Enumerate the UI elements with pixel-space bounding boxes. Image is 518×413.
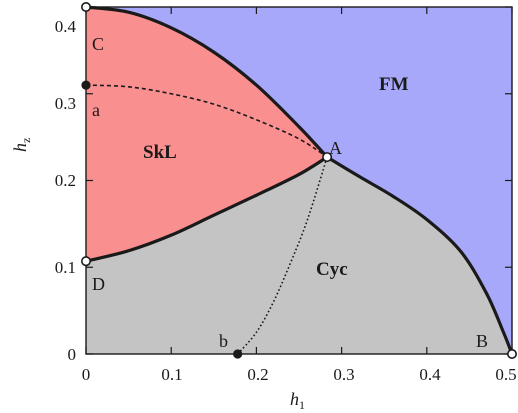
x-axis-title: h1 [290,389,305,412]
marker-point-c [81,2,92,12]
x-tick-label: 0.4 [419,365,441,384]
boundary-a-b [326,155,514,355]
point-label-a-upper: A [329,138,342,158]
y-axis-title: hz [10,138,33,152]
marker-point-a [322,152,333,163]
x-tick-label: 0.3 [333,365,354,384]
y-tick-label: 0.1 [55,258,76,277]
y-tick-label: 0 [68,345,77,364]
x-axis-ticks [85,7,513,354]
x-tick-label: 0 [82,365,91,384]
point-label-a-lower: a [92,100,100,120]
marker-point-b-upper [506,348,517,359]
x-axis-title-sub: 1 [299,398,305,412]
y-tick-label: 0.2 [55,171,76,190]
boundary-d-a [85,155,328,263]
cyc-region [86,157,512,354]
point-label-b-upper: B [476,331,488,351]
region-label-cyc: Cyc [316,259,348,280]
region-label-fm: FM [379,74,409,95]
x-tick-label: 0.2 [247,365,268,384]
point-label-d: D [92,274,105,294]
marker-point-b-lower [233,349,243,359]
point-label-c: C [92,34,104,54]
y-tick-label: 0.3 [55,94,76,113]
marker-point-a-lower [81,80,91,90]
region-label-skl: SkL [143,142,177,163]
y-axis-title-main: h [10,143,30,152]
y-tick-label: 0.4 [55,17,77,36]
marker-point-d [81,256,92,267]
x-tick-label: 0.1 [161,365,182,384]
x-tick-label: 0.5 [495,365,516,384]
y-axis-title-sub: z [19,138,33,143]
skl-region [86,7,328,262]
point-label-b-lower: b [219,331,228,351]
dashed-path-a-to-A [85,84,328,158]
x-axis-title-main: h [290,389,299,409]
boundary-c-a [85,5,329,159]
